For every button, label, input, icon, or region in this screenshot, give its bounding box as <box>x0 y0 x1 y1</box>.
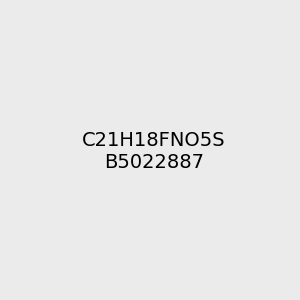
Text: C21H18FNO5S
B5022887: C21H18FNO5S B5022887 <box>82 131 226 172</box>
